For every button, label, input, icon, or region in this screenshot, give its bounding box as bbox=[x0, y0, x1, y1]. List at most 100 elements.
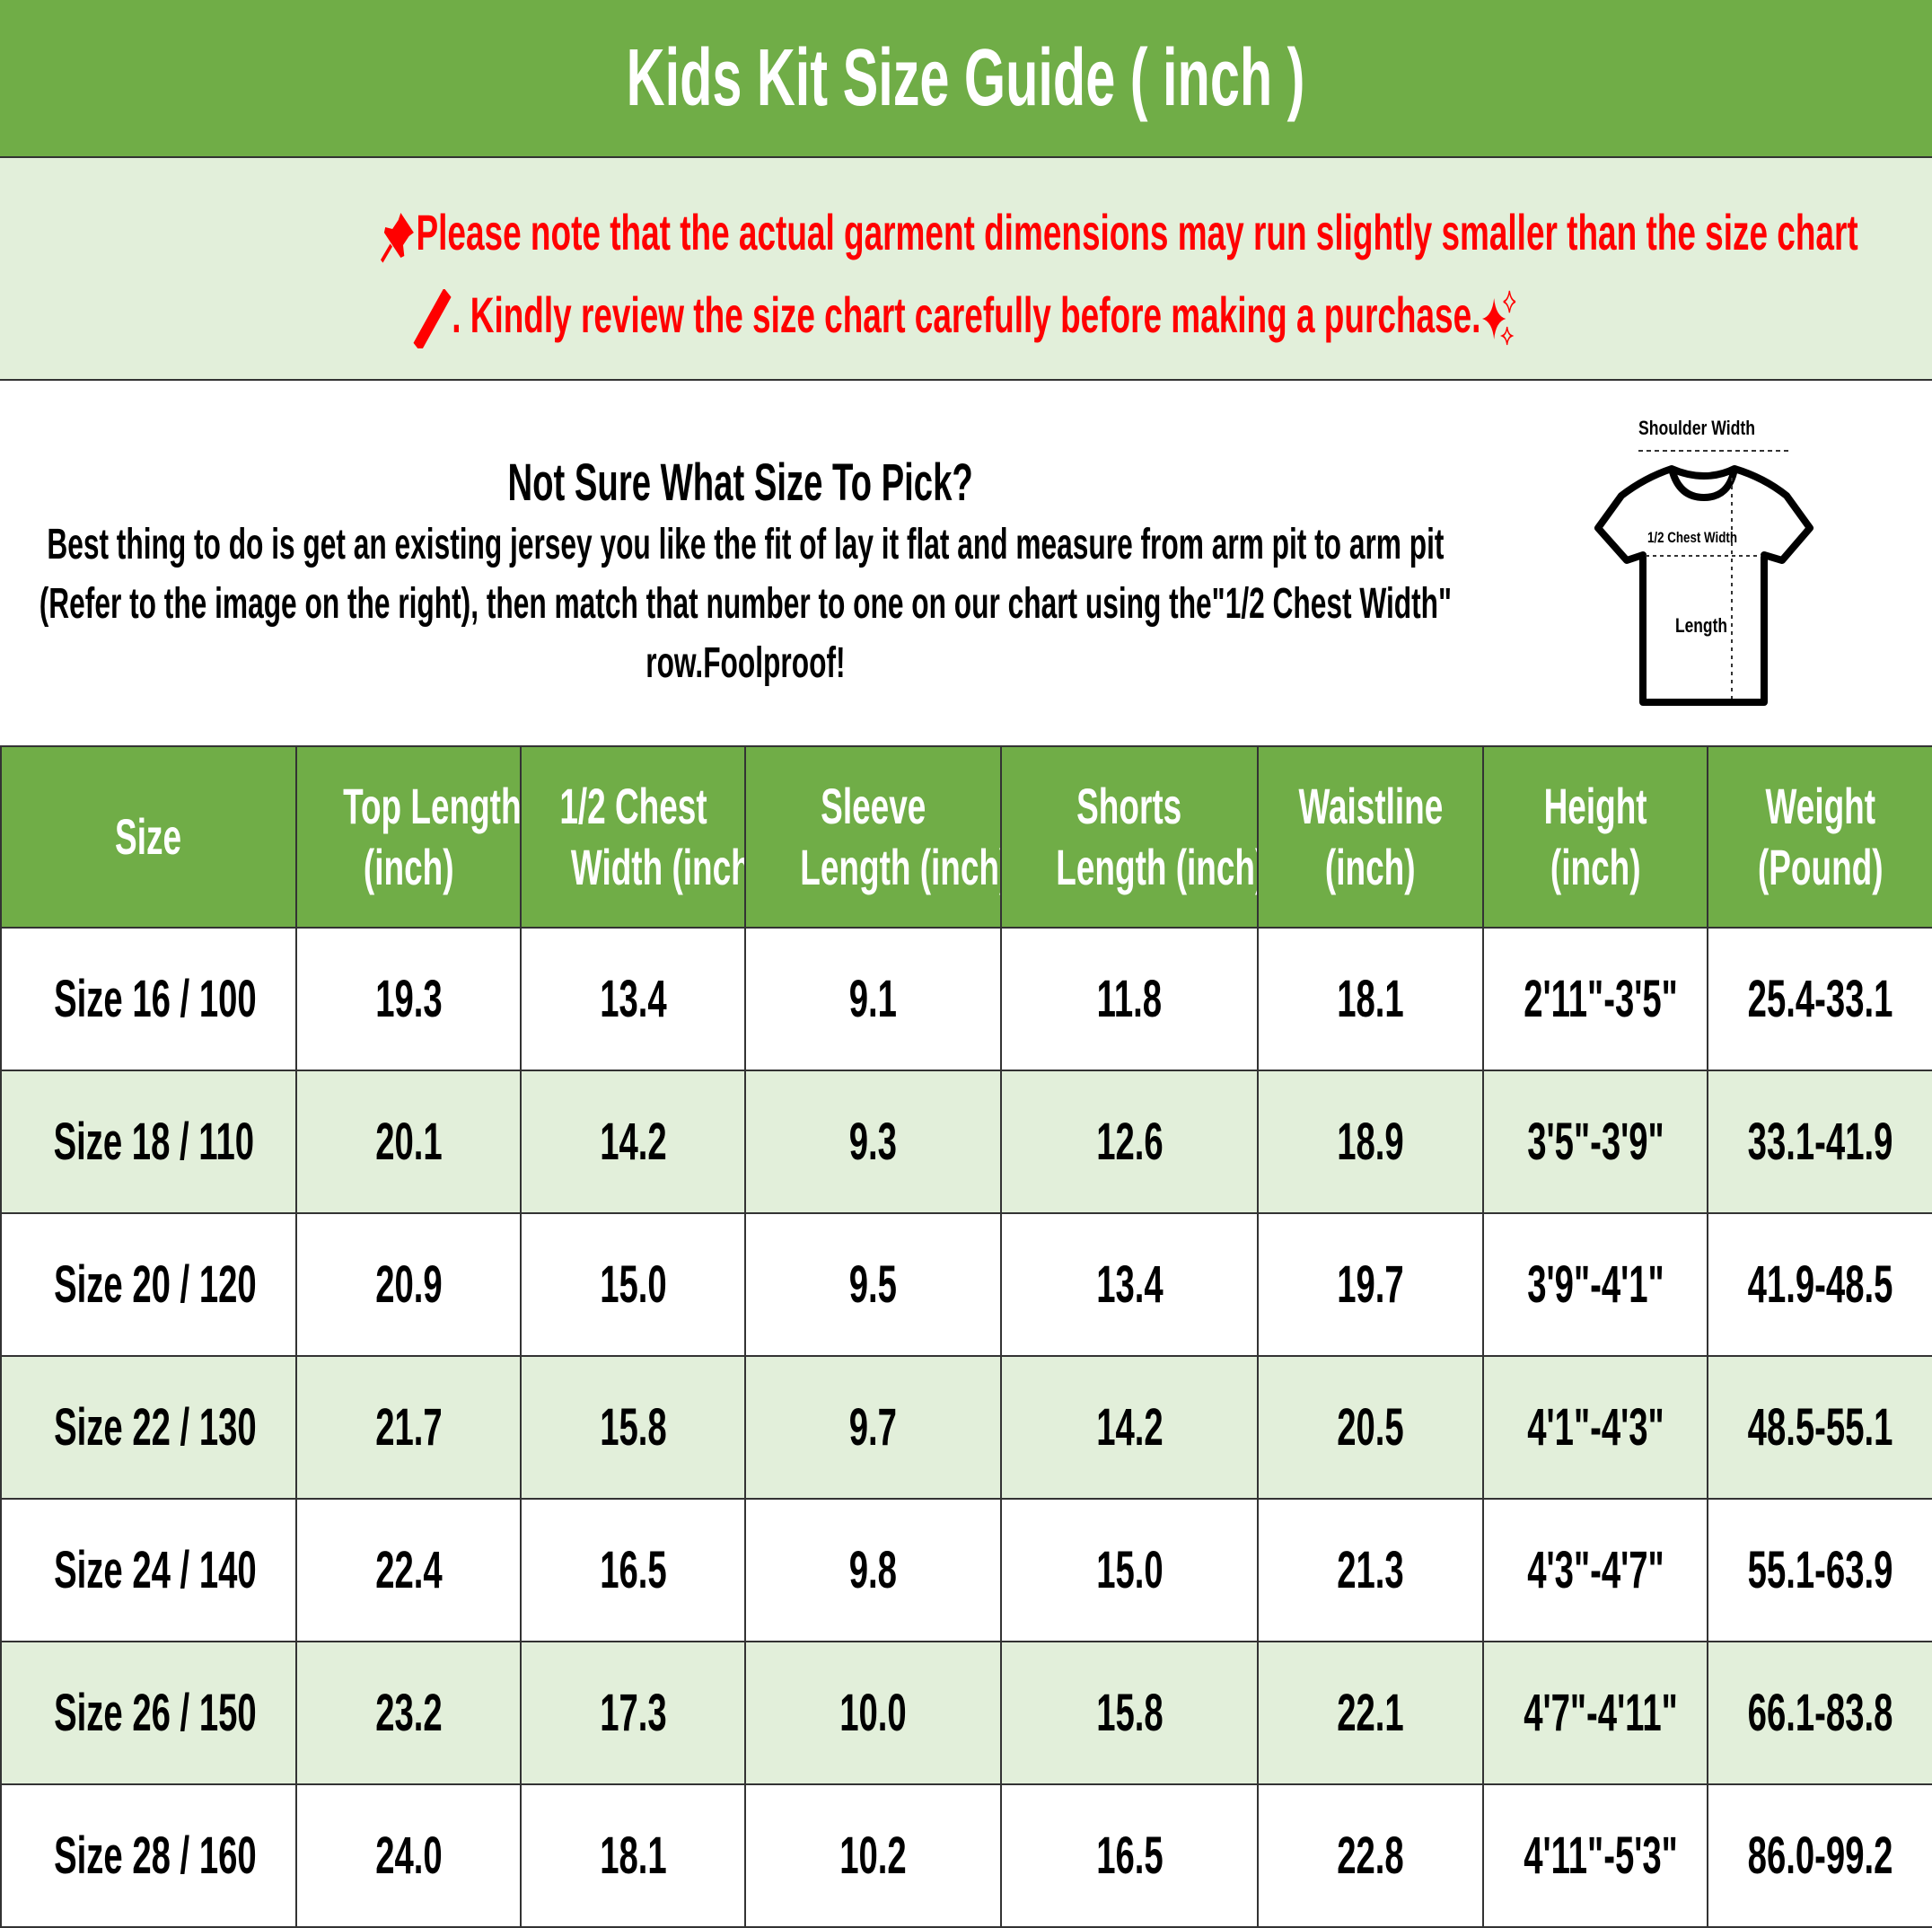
tshirt-measurement-diagram: Shoulder Width 1/2 Chest Width Length bbox=[1562, 397, 1831, 738]
cell-value: 18.1 bbox=[599, 1827, 667, 1885]
shoulder-width-label: Shoulder Width bbox=[1638, 417, 1755, 439]
cell-value: Size 18 / 110 bbox=[53, 1113, 255, 1171]
table-cell: 16.5 bbox=[1000, 1783, 1259, 1928]
column-header-label: (inch) bbox=[363, 839, 454, 895]
table-cell: Size 24 / 140 bbox=[0, 1498, 297, 1642]
table-cell: 9.5 bbox=[744, 1212, 1002, 1357]
table-cell: 14.2 bbox=[520, 1070, 746, 1214]
cell-value: 9.7 bbox=[848, 1398, 898, 1457]
cell-value: 3'5"-3'9" bbox=[1526, 1113, 1664, 1171]
cell-value: 20.1 bbox=[374, 1113, 443, 1171]
cell-value: 20.5 bbox=[1337, 1398, 1404, 1457]
table-cell: Size 28 / 160 bbox=[0, 1783, 297, 1928]
cell-value: Size 28 / 160 bbox=[54, 1827, 257, 1885]
cell-value: 18.9 bbox=[1337, 1113, 1404, 1171]
cell-value: 55.1-63.9 bbox=[1747, 1541, 1893, 1599]
table-cell: 10.0 bbox=[744, 1641, 1002, 1785]
table-header-row: Size Top Length (inch) 1/2 Chest Width (inch… bbox=[0, 745, 1932, 929]
cell-value: 25.4-33.1 bbox=[1747, 970, 1893, 1028]
cell-value: 22.4 bbox=[374, 1541, 443, 1599]
cell-value: 15.8 bbox=[599, 1398, 667, 1457]
table-cell: 3'5"-3'9" bbox=[1482, 1070, 1708, 1214]
table-row: Size 24 / 140 22.4 16.5 9.8 15.0 21.3 4'3"-4'7… bbox=[0, 1498, 1932, 1642]
size-table: Size Top Length (inch) 1/2 Chest Width (inch… bbox=[0, 745, 1932, 1928]
cell-value: 15.0 bbox=[1095, 1541, 1164, 1599]
column-header-label: Weight bbox=[1765, 778, 1875, 834]
table-cell: 23.2 bbox=[295, 1641, 522, 1785]
table-row: Size 28 / 160 24.0 18.1 10.2 16.5 22.8 4'11"-5… bbox=[0, 1783, 1932, 1928]
table-row: Size 16 / 100 19.3 13.4 9.1 11.8 18.1 2'11"-3'… bbox=[0, 927, 1932, 1071]
table-cell: 19.7 bbox=[1257, 1212, 1484, 1357]
table-cell: 16.5 bbox=[520, 1498, 746, 1642]
table-row: Size 26 / 150 23.2 17.3 10.0 15.8 22.1 4'7"-4'… bbox=[0, 1641, 1932, 1785]
cell-value: 3'9"-4'1" bbox=[1526, 1255, 1664, 1314]
table-cell: 15.8 bbox=[1000, 1641, 1259, 1785]
column-header-label: Width (inch) bbox=[570, 839, 745, 895]
table-row: Size 18 / 110 20.1 14.2 9.3 12.6 18.9 3'5"-3'9… bbox=[0, 1070, 1932, 1214]
table-cell: 15.0 bbox=[520, 1212, 746, 1357]
table-cell: 55.1-63.9 bbox=[1707, 1498, 1932, 1642]
column-header: Shorts Length (inch) bbox=[1000, 745, 1259, 929]
table-cell: 4'1"-4'3" bbox=[1482, 1355, 1708, 1500]
table-cell: 4'3"-4'7" bbox=[1482, 1498, 1708, 1642]
column-header-label: Waistline bbox=[1298, 778, 1443, 834]
ruler-icon bbox=[413, 287, 452, 353]
table-cell: 9.3 bbox=[744, 1070, 1002, 1214]
column-header: Waistline (inch) bbox=[1257, 745, 1484, 929]
cell-value: 10.0 bbox=[839, 1684, 907, 1742]
notice-line-1: Please note that the actual garment dime… bbox=[0, 203, 1932, 263]
cell-value: 9.3 bbox=[848, 1113, 898, 1171]
page-title: Kids Kit Size Guide ( inch ) bbox=[0, 0, 1932, 158]
table-cell: 41.9-48.5 bbox=[1707, 1212, 1932, 1357]
cell-value: 22.1 bbox=[1337, 1684, 1404, 1742]
cell-value: 4'11"-5'3" bbox=[1524, 1827, 1678, 1885]
table-cell: 12.6 bbox=[1000, 1070, 1259, 1214]
cell-value: 12.6 bbox=[1095, 1113, 1164, 1171]
cell-value: 9.8 bbox=[848, 1541, 898, 1599]
chest-width-label: 1/2 Chest Width bbox=[1647, 529, 1737, 546]
table-cell: 13.4 bbox=[1000, 1212, 1259, 1357]
cell-value: Size 22 / 130 bbox=[54, 1398, 257, 1457]
cell-value: 86.0-99.2 bbox=[1747, 1827, 1893, 1885]
cell-value: 15.0 bbox=[599, 1255, 667, 1314]
cell-value: 48.5-55.1 bbox=[1747, 1398, 1893, 1457]
tshirt-outline-icon bbox=[1594, 465, 1813, 706]
cell-value: 9.1 bbox=[848, 970, 898, 1028]
column-header-label: Top Length bbox=[343, 778, 521, 834]
cell-value: 10.2 bbox=[839, 1827, 907, 1885]
column-header: Weight (Pound) bbox=[1707, 745, 1932, 929]
table-cell: 4'11"-5'3" bbox=[1482, 1783, 1708, 1928]
cell-value: 14.2 bbox=[599, 1113, 667, 1171]
table-cell: 11.8 bbox=[1000, 927, 1259, 1071]
cell-value: 4'7"-4'11" bbox=[1524, 1684, 1678, 1742]
table-cell: 10.2 bbox=[744, 1783, 1002, 1928]
cell-value: 24.0 bbox=[374, 1827, 443, 1885]
cell-value: 13.4 bbox=[599, 970, 667, 1028]
table-cell: 48.5-55.1 bbox=[1707, 1355, 1932, 1500]
table-cell: 21.3 bbox=[1257, 1498, 1484, 1642]
table-cell: 15.8 bbox=[520, 1355, 746, 1500]
column-header: Top Length (inch) bbox=[295, 745, 522, 929]
cell-value: Size 16 / 100 bbox=[54, 970, 257, 1028]
column-header-label: Size bbox=[115, 808, 182, 865]
column-header-label: Height bbox=[1543, 778, 1647, 834]
cell-value: 19.7 bbox=[1337, 1255, 1404, 1314]
column-header: Size bbox=[0, 745, 297, 929]
table-cell: 9.1 bbox=[744, 927, 1002, 1071]
column-header-label: Sleeve bbox=[820, 778, 926, 834]
table-cell: 22.1 bbox=[1257, 1641, 1484, 1785]
cell-value: 23.2 bbox=[374, 1684, 443, 1742]
table-cell: 22.8 bbox=[1257, 1783, 1484, 1928]
table-cell: Size 26 / 150 bbox=[0, 1641, 297, 1785]
table-cell: Size 18 / 110 bbox=[0, 1070, 297, 1214]
sizing-help-section: Not Sure What Size To Pick? Best thing t… bbox=[0, 381, 1932, 745]
cell-value: 21.7 bbox=[374, 1398, 443, 1457]
length-label: Length bbox=[1675, 614, 1727, 637]
pushpin-icon bbox=[380, 213, 414, 263]
cell-value: 13.4 bbox=[1095, 1255, 1164, 1314]
table-cell: 21.7 bbox=[295, 1355, 522, 1500]
table-cell: 2'11"-3'5" bbox=[1482, 927, 1708, 1071]
cell-value: 9.5 bbox=[848, 1255, 898, 1314]
table-cell: 13.4 bbox=[520, 927, 746, 1071]
notice-banner: Please note that the actual garment dime… bbox=[0, 158, 1932, 381]
